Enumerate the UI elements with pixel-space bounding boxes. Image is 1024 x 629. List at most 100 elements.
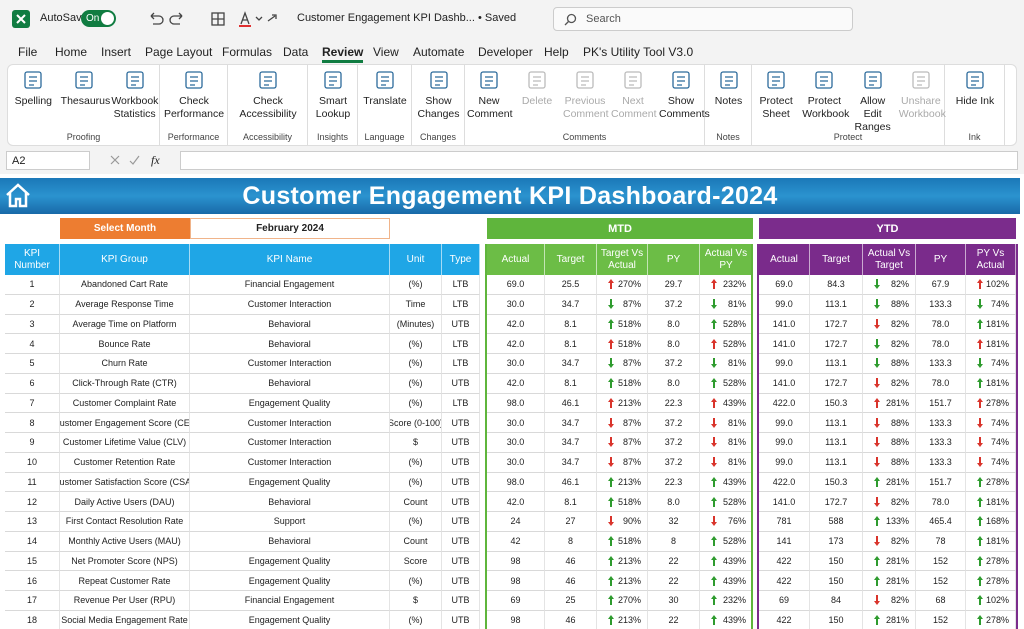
month-selector[interactable]: February 2024 <box>190 218 390 239</box>
cell-text: 113.1 <box>825 417 847 428</box>
cell-text: 69 <box>510 595 521 606</box>
ribbon-button[interactable]: Notes <box>705 69 752 108</box>
ribbon-button[interactable]: Show Comments <box>657 69 710 121</box>
status-arrow <box>874 299 880 310</box>
menu-tab[interactable]: Formulas <box>222 45 273 59</box>
cell-text: 82% <box>890 318 909 329</box>
group-label: Performance <box>167 132 220 142</box>
column-header: Type <box>442 244 480 275</box>
table-cell: 141.0 <box>759 373 810 394</box>
menu-tab[interactable]: PK's Utility Tool V3.0 <box>583 45 694 59</box>
cell-text: Customer Interaction <box>247 299 332 310</box>
table-cell: 98.0 <box>487 393 545 414</box>
cell-text: 8 <box>567 536 573 547</box>
ytd-label: YTD <box>759 218 1016 239</box>
cell-text: 422.0 <box>772 476 796 487</box>
cell-text: UTB <box>451 378 470 389</box>
table-cell: 42.0 <box>487 492 545 512</box>
table-cell: 213% <box>597 610 648 629</box>
cell-text: 422 <box>776 615 792 626</box>
cell-text: 422.0 <box>772 397 796 408</box>
cell-text: 281% <box>885 575 909 586</box>
cell-text: 42.0 <box>506 318 525 329</box>
cell-text: 8 <box>29 417 35 428</box>
table-cell: 181% <box>966 531 1016 552</box>
status-arrow <box>608 338 614 349</box>
menu-tab[interactable]: Page Layout <box>145 45 213 59</box>
menu-tab[interactable]: Help <box>544 45 569 59</box>
cell-text: (%) <box>408 516 423 527</box>
cell-text: 74% <box>990 437 1009 448</box>
button-label: Notes <box>714 95 743 107</box>
button-label: Check Accessibility <box>239 95 297 120</box>
ribbon-button[interactable]: Protect Workbook <box>800 69 849 121</box>
table-cell: 87% <box>597 413 648 433</box>
cell-text: 34.7 <box>561 299 580 310</box>
cell-text: Financial Engagement <box>244 595 335 606</box>
table-cell: 90% <box>597 512 648 532</box>
menu-tab[interactable]: File <box>18 45 38 59</box>
table-cell: 74% <box>966 413 1016 433</box>
ribbon-button[interactable]: Hide Ink <box>945 69 1005 108</box>
menu-tab[interactable]: View <box>373 45 399 59</box>
table-cell: 102% <box>966 591 1016 611</box>
cell-text: Social Media Engagement Rate <box>61 615 188 626</box>
table-cell: 98 <box>487 551 545 572</box>
status-arrow <box>977 378 983 389</box>
menu-tab[interactable]: Insert <box>101 45 132 59</box>
button-icon <box>324 71 342 89</box>
table-cell: LTB <box>442 275 480 295</box>
cell-text: 42.0 <box>506 378 525 389</box>
status-arrow <box>711 437 717 448</box>
cell-text: 7 <box>29 397 35 408</box>
table-cell: 113.1 <box>810 452 863 473</box>
menu-tab[interactable]: Developer <box>478 45 533 59</box>
table-cell: 439% <box>700 551 753 572</box>
ribbon-button[interactable]: Workbook Statistics <box>109 69 160 121</box>
group-label: Accessibility <box>242 132 292 142</box>
status-arrow <box>608 417 614 428</box>
button-label: Smart Lookup <box>315 95 351 120</box>
menu-tab[interactable]: Home <box>55 45 88 59</box>
ribbon-button[interactable]: Protect Sheet <box>752 69 800 121</box>
formula-input[interactable] <box>180 151 1018 170</box>
ribbon-button[interactable]: New Comment <box>465 69 513 121</box>
table-cell: Customer Interaction <box>190 433 390 453</box>
table-cell: 16 <box>5 571 60 591</box>
ribbon-button[interactable]: Check Performance <box>160 69 228 121</box>
table-cell: 172.7 <box>810 334 863 354</box>
home-icon[interactable] <box>4 182 32 208</box>
menu-tab[interactable]: Data <box>283 45 309 59</box>
ribbon-button[interactable]: Translate <box>358 69 412 108</box>
ribbon-button[interactable]: Thesaurus <box>59 69 110 108</box>
ribbon-button[interactable]: Show Changes <box>412 69 465 121</box>
column-header: Actual <box>487 244 545 275</box>
ribbon-button[interactable]: Check Accessibility <box>228 69 308 121</box>
table-cell: UTB <box>442 610 480 629</box>
cell-text: UTB <box>451 536 470 547</box>
ribbon-button[interactable]: Allow Edit Ranges <box>849 69 897 134</box>
status-arrow <box>608 279 614 290</box>
name-box[interactable]: A2 <box>6 151 90 170</box>
menu-tab[interactable]: Automate <box>413 45 465 59</box>
table-cell: 152 <box>916 610 966 629</box>
cell-text: 78.0 <box>931 496 950 507</box>
ribbon-button[interactable]: Smart Lookup <box>308 69 358 121</box>
table-cell: 74% <box>966 433 1016 453</box>
search-box[interactable]: Search <box>553 7 853 31</box>
table-cell: Behavioral <box>190 314 390 335</box>
cell-text: LTB <box>452 338 469 349</box>
table-cell: 528% <box>700 373 753 394</box>
autosave-toggle[interactable]: On <box>81 10 116 27</box>
cell-text: 25 <box>565 595 576 606</box>
cell-text: 528% <box>722 318 746 329</box>
table-cell: 173 <box>810 531 863 552</box>
table-cell: 22 <box>648 571 700 591</box>
table-cell: 42.0 <box>487 314 545 335</box>
table-cell: 270% <box>597 275 648 295</box>
cell-text: UTB <box>451 437 470 448</box>
ribbon-button[interactable]: Spelling <box>8 69 59 108</box>
menu-tab[interactable]: Review <box>322 45 364 63</box>
table-cell: 181% <box>966 492 1016 512</box>
table-cell: $ <box>390 591 442 611</box>
